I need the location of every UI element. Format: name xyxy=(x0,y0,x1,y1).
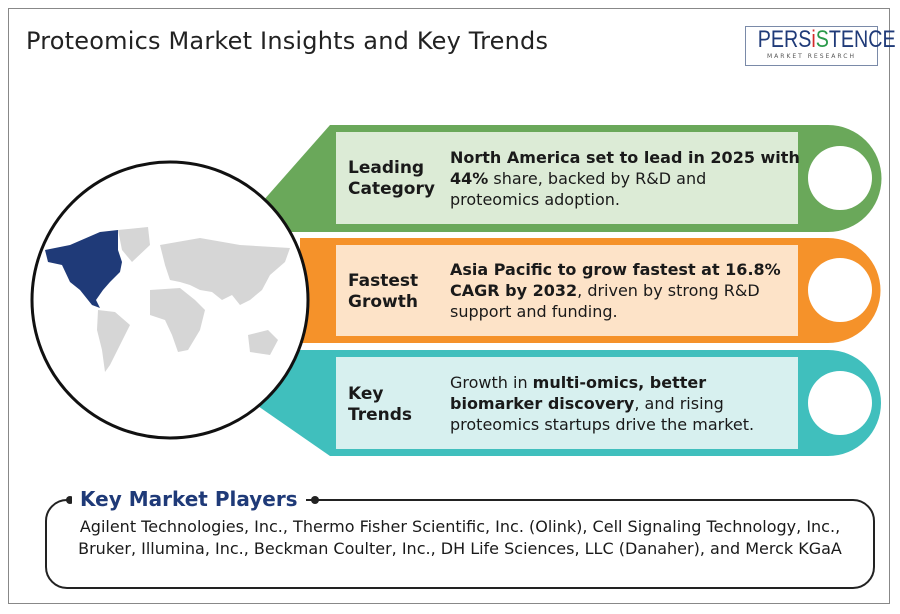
card-fastest-growth-label: Fastest Growth xyxy=(348,271,418,313)
highlight-text: North America set to lead in 2025 with 4… xyxy=(450,148,800,188)
card-leading-category-label: Leading Category xyxy=(348,158,435,200)
green-ring-hole xyxy=(808,146,872,210)
label-line: Growth xyxy=(348,292,418,312)
body-text: share, backed by R&D and proteomics adop… xyxy=(450,169,707,209)
orange-ring-hole xyxy=(808,258,872,322)
label-line: Fastest xyxy=(348,271,419,291)
label-line: Leading xyxy=(348,158,425,178)
card-fastest-growth-text: Asia Pacific to grow fastest at 16.8% CA… xyxy=(450,259,800,322)
logo-subtext: MARKET RESEARCH xyxy=(767,53,856,60)
greenland xyxy=(118,227,150,262)
green-connector xyxy=(255,125,330,232)
card-key-trends-label: Key Trends xyxy=(348,384,412,426)
label-line: Trends xyxy=(348,405,413,425)
label-line: Key xyxy=(348,384,384,404)
australia xyxy=(248,330,278,355)
body-text: , and rising proteomics startups drive t… xyxy=(450,394,755,434)
teal-panel xyxy=(336,357,798,449)
key-players-box xyxy=(45,499,875,589)
key-players-list: Agilent Technologies, Inc., Thermo Fishe… xyxy=(78,517,842,558)
page-title: Proteomics Market Insights and Key Trend… xyxy=(26,27,549,55)
body-text: , driven by strong R&D support and fundi… xyxy=(450,281,760,321)
orange-panel xyxy=(336,245,798,336)
persistence-logo: PERSiSTENCE MARKET RESEARCH xyxy=(745,26,896,66)
north-america-highlight xyxy=(45,230,122,308)
world-map xyxy=(97,227,290,372)
highlight-text: multi-omics, better biomarker discovery xyxy=(450,373,707,413)
teal-ring-hole xyxy=(808,371,872,435)
south-america xyxy=(97,310,130,372)
bullet-dot xyxy=(66,496,74,504)
africa xyxy=(150,288,205,352)
green-panel xyxy=(336,132,798,224)
body-text: Growth in xyxy=(450,373,533,392)
card-key-trends-text: Growth in multi-omics, better biomarker … xyxy=(450,372,800,435)
highlight-text: Asia Pacific to grow fastest at 16.8% CA… xyxy=(450,260,781,300)
outer-frame xyxy=(8,8,890,604)
bullet-dot xyxy=(311,496,319,504)
label-line: Category xyxy=(348,179,435,199)
europe-asia xyxy=(160,238,290,305)
key-players-heading: Key Market Players xyxy=(72,487,306,511)
card-leading-category-text: North America set to lead in 2025 with 4… xyxy=(450,147,800,210)
